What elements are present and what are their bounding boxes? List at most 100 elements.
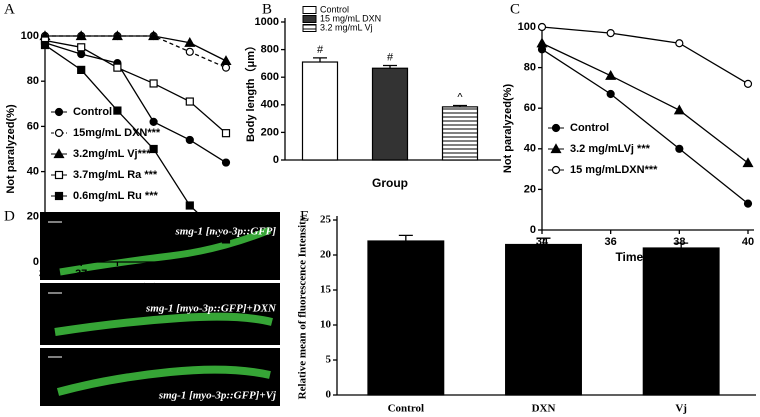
annotation: ^	[457, 91, 463, 103]
legend-swatch	[302, 15, 317, 23]
marker	[673, 104, 685, 115]
marker	[75, 30, 87, 41]
chart: B 0 200 400 600 800 1000 Body length（μm） Group # #…	[244, 1, 501, 190]
series-line	[45, 35, 227, 62]
marker	[742, 157, 754, 168]
y-tick-label: 20	[320, 249, 332, 261]
y-tick-label: 5	[326, 354, 332, 366]
marker	[148, 30, 160, 41]
x-tick-label: 38	[673, 236, 685, 248]
legend-label: 3.2 mg/mLVj ***	[570, 143, 651, 155]
y-tick-label: 40	[27, 166, 39, 178]
marker	[111, 30, 123, 41]
marker	[550, 143, 562, 154]
legend-label: 3.2 mg/mL Vj	[320, 22, 373, 32]
y-tick-label: 10	[320, 319, 332, 331]
legend-label: 15 mg/mL DXN	[320, 13, 381, 23]
y-tick-label: 1000	[255, 16, 279, 28]
chart: A 0 20 40 60 80 100 Not paralyzed(%) Time（h） 35 37…	[4, 1, 232, 296]
y-axis-label: Relative mean of fluorescence Intensity	[297, 215, 309, 399]
bar	[367, 240, 445, 396]
marker	[221, 235, 231, 244]
marker	[53, 148, 65, 159]
error-bar	[383, 64, 397, 69]
x-tick-label: 43	[184, 268, 196, 280]
y-tick-label: 400	[261, 99, 279, 111]
chart: E 0 5 10 15 20 25 Relative mean of fluorescence…	[297, 208, 756, 415]
marker	[54, 128, 64, 138]
y-tick-label: 0	[273, 154, 279, 166]
legend-swatch	[302, 24, 317, 32]
marker	[185, 47, 194, 56]
marker	[54, 107, 64, 117]
legend-label: 15 mg/mLDXN***	[570, 164, 658, 176]
x-tick-label: Control	[388, 403, 424, 415]
worm	[56, 365, 271, 396]
series-line	[541, 26, 749, 85]
error-bar	[674, 242, 689, 248]
series-line	[44, 44, 227, 240]
legend-label: 0.6mg/mL Ru ***	[73, 190, 158, 202]
bar	[642, 247, 720, 396]
panel-label: E	[300, 208, 309, 224]
marker	[551, 165, 561, 175]
marker	[77, 49, 86, 59]
y-tick-label: 80	[524, 62, 536, 74]
x-tick-label: 40	[742, 236, 754, 248]
error-bar	[313, 57, 327, 63]
y-axis-label: Body length（μm）	[244, 40, 257, 142]
y-tick-label: 0	[326, 389, 332, 401]
y-tick-label: 100	[518, 21, 536, 33]
marker	[113, 106, 122, 115]
marker	[551, 123, 561, 133]
marker	[675, 144, 684, 153]
panel-label: D	[4, 208, 15, 224]
marker	[605, 69, 617, 80]
marker	[743, 79, 753, 88]
marker	[77, 43, 86, 52]
marker	[675, 39, 684, 48]
x-tick-label: 41	[147, 268, 159, 280]
marker	[40, 40, 50, 50]
x-tick-label: 36	[605, 236, 617, 248]
image-caption: smg-1 [myo-3p::GFP]+Vj	[158, 390, 277, 402]
bar	[301, 61, 339, 161]
error-bar	[398, 234, 413, 241]
marker	[185, 97, 194, 106]
x-tick-label: 35	[39, 268, 51, 280]
y-tick-label: 20	[27, 211, 39, 223]
series-line	[541, 48, 749, 205]
error-bar	[453, 104, 467, 107]
legend-swatch	[302, 6, 317, 14]
image-panel: D smg-1 [myo-3p::GFP] smg-1 [myo-3p::GFP…	[4, 208, 280, 406]
error-bar	[536, 237, 551, 245]
image-caption: smg-1 [myo-3p::GFP]+DXN	[145, 303, 277, 315]
worm	[59, 226, 272, 276]
marker	[149, 117, 158, 126]
worm	[54, 312, 273, 336]
y-tick-label: 800	[261, 44, 279, 56]
marker	[537, 22, 547, 32]
y-tick-label: 60	[524, 102, 536, 114]
series-line	[44, 42, 227, 164]
annotation: #	[317, 44, 324, 56]
marker	[184, 37, 196, 47]
marker	[185, 201, 194, 210]
x-tick-label: 37	[75, 268, 87, 280]
marker	[606, 28, 615, 38]
marker	[149, 79, 158, 88]
marker	[536, 37, 548, 48]
x-tick-label: 39	[111, 268, 123, 280]
legend-label: 15mg/mL DXN***	[73, 127, 161, 139]
legend-label: Control	[73, 106, 112, 118]
marker	[606, 89, 615, 99]
series-line	[541, 42, 749, 164]
legend-label: Control	[320, 4, 349, 14]
image-caption: smg-1 [myo-3p::GFP]	[174, 226, 276, 238]
y-tick-label: 600	[261, 71, 279, 83]
y-tick-label: 100	[21, 30, 39, 42]
y-tick-label: 60	[27, 120, 39, 132]
bar	[441, 106, 479, 161]
marker	[743, 199, 753, 208]
